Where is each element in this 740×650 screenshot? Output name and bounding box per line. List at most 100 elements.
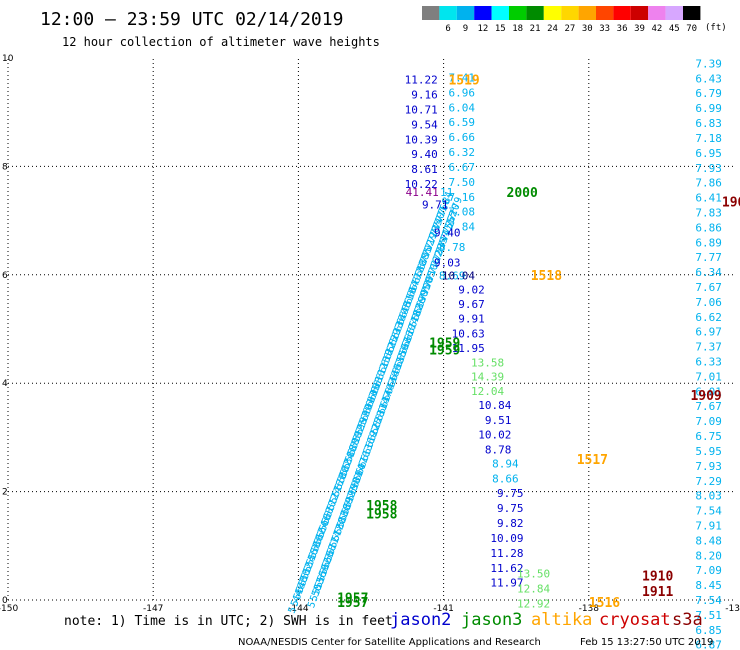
wave-height-value: 9.02 <box>458 283 485 296</box>
wave-height-value: 6.83 <box>695 117 722 130</box>
color-scale-swatch <box>439 6 457 20</box>
color-scale-label: 27 <box>564 24 575 34</box>
wave-height-value: 8.45 <box>695 579 722 592</box>
chart-subtitle: 12 hour collection of altimeter wave hei… <box>62 35 380 49</box>
wave-height-value: 8.66 <box>492 472 519 485</box>
wave-height-value: 6.87 <box>695 639 722 650</box>
pass-time-label: 1959 <box>429 344 460 359</box>
y-tick-label: 8 <box>2 162 8 172</box>
wave-height-value: 6.43 <box>695 72 722 85</box>
color-scale-swatch <box>509 6 527 20</box>
pass-time-label: 2000 <box>507 186 538 201</box>
pass-time-label: 1957 <box>337 596 368 611</box>
wave-height-value: 8.94 <box>492 457 519 470</box>
wave-height-value: 7.08 <box>449 206 476 219</box>
x-tick-label: -13 <box>725 604 740 614</box>
wave-height-value: 9.03 <box>434 256 461 269</box>
wave-height-value: 7.67 <box>695 281 722 294</box>
color-scale-swatch <box>561 6 579 20</box>
y-tick-label: 2 <box>2 488 8 498</box>
wave-height-value: 7.37 <box>695 341 722 354</box>
wave-height-value: 8.78 <box>439 241 466 254</box>
wave-height-value: 6.34 <box>695 266 722 279</box>
legend-item-altika: altika <box>531 610 592 630</box>
plot-grid <box>8 58 734 600</box>
wave-height-value: 9.91 <box>458 313 485 326</box>
wave-height-value: 7.77 <box>695 251 722 264</box>
wave-height-value: 7.84 <box>449 221 476 234</box>
wave-height-value: 6.95 <box>695 147 722 160</box>
legend-item-jason2: jason2 <box>390 610 451 630</box>
plot-axes <box>7 58 734 601</box>
color-scale-label: 12 <box>477 24 488 34</box>
wave-height-value: 7.93 <box>695 162 722 175</box>
wave-height-value: 7.18 <box>695 132 722 145</box>
footer-credit: NOAA/NESDIS Center for Satellite Applica… <box>238 637 541 648</box>
wave-height-value: 6.99 <box>695 102 722 115</box>
color-scale-label: 9 <box>463 24 468 34</box>
y-tick-label: 0 <box>2 596 8 606</box>
wave-height-value: 8.20 <box>695 549 722 562</box>
x-tick-label: -150 <box>0 604 18 614</box>
color-scale-label: 42 <box>651 24 662 34</box>
wave-height-value: 7.09 <box>695 564 722 577</box>
color-scale-swatch <box>456 6 475 20</box>
wave-height-value: 7.39 <box>695 57 722 70</box>
wave-height-value: 6.86 <box>695 221 722 234</box>
wave-height-value: 8.61 <box>411 163 438 176</box>
wave-height-value: 10.71 <box>405 103 438 116</box>
wave-height-value: 9.82 <box>497 517 524 530</box>
wave-height-value: 11.62 <box>490 562 523 575</box>
color-scale-label: 45 <box>669 24 680 34</box>
wave-height-value: 12.92 <box>517 597 550 610</box>
x-tick-label: -147 <box>143 604 163 614</box>
wave-height-value: 11 <box>440 186 453 199</box>
wave-height-value: 6.04 <box>449 101 476 114</box>
dense-track-value: 5.50 <box>306 583 325 609</box>
wave-height-value: 6.85 <box>695 624 722 637</box>
wave-height-value: 10.09 <box>490 532 523 545</box>
wave-height-value: 6.96 <box>449 86 476 99</box>
wave-height-value: 10.02 <box>478 429 511 442</box>
wave-height-value: 6.41 <box>695 192 722 205</box>
wave-height-value: 7.54 <box>695 594 722 607</box>
wave-height-value: 6.89 <box>695 236 722 249</box>
wave-height-value: 10.22 <box>405 178 438 191</box>
color-scale-swatch <box>596 6 614 20</box>
wave-height-value: 9.51 <box>485 414 512 427</box>
wave-height-value: 7.50 <box>449 176 476 189</box>
wave-height-value: 9.75 <box>497 502 524 515</box>
color-scale-label: 30 <box>582 24 593 34</box>
wave-height-value: 6.59 <box>449 116 476 129</box>
pass-time-label: 1958 <box>366 507 397 522</box>
color-scale-swatch <box>491 6 509 20</box>
color-scale-bar <box>422 6 701 20</box>
wave-height-value: 7.51 <box>695 609 722 622</box>
satellite-legend: jason2 jason3 altika cryosat s3a <box>390 610 703 630</box>
legend-note: note: 1) Time is in UTC; 2) SWH is in fe… <box>64 614 393 629</box>
color-scale-swatch <box>543 6 562 20</box>
wave-height-value: 8.48 <box>695 534 722 547</box>
x-tick-label: -141 <box>433 604 453 614</box>
x-tick-label: -144 <box>288 604 309 614</box>
wave-height-value: 12.04 <box>471 385 504 398</box>
wave-height-value: 11.95 <box>452 342 485 355</box>
wave-height-value: 8.78 <box>485 444 512 457</box>
legend-item-s3a: s3a <box>672 610 703 630</box>
wave-height-value: 6.97 <box>695 326 722 339</box>
color-scale-swatch <box>526 6 544 20</box>
pass-time-label: 190 <box>722 196 740 211</box>
color-scale-label: 6 <box>445 24 450 34</box>
color-scale-unit: (ft) <box>705 23 727 33</box>
color-scale-labels: 6 9 12 15 18 21 24 27 30 33 36 39 42 45 70 <box>445 24 697 34</box>
wave-height-value: 7.91 <box>695 519 722 532</box>
color-scale-swatch <box>630 6 649 20</box>
x-tick-label: -138 <box>579 604 600 614</box>
wave-height-value: 8.69 <box>439 269 466 282</box>
legend-item-jason3: jason3 <box>461 610 522 630</box>
wave-height-value: 14.39 <box>471 371 504 384</box>
wave-height-value: 6.33 <box>695 356 722 369</box>
color-scale-swatch <box>474 6 492 20</box>
